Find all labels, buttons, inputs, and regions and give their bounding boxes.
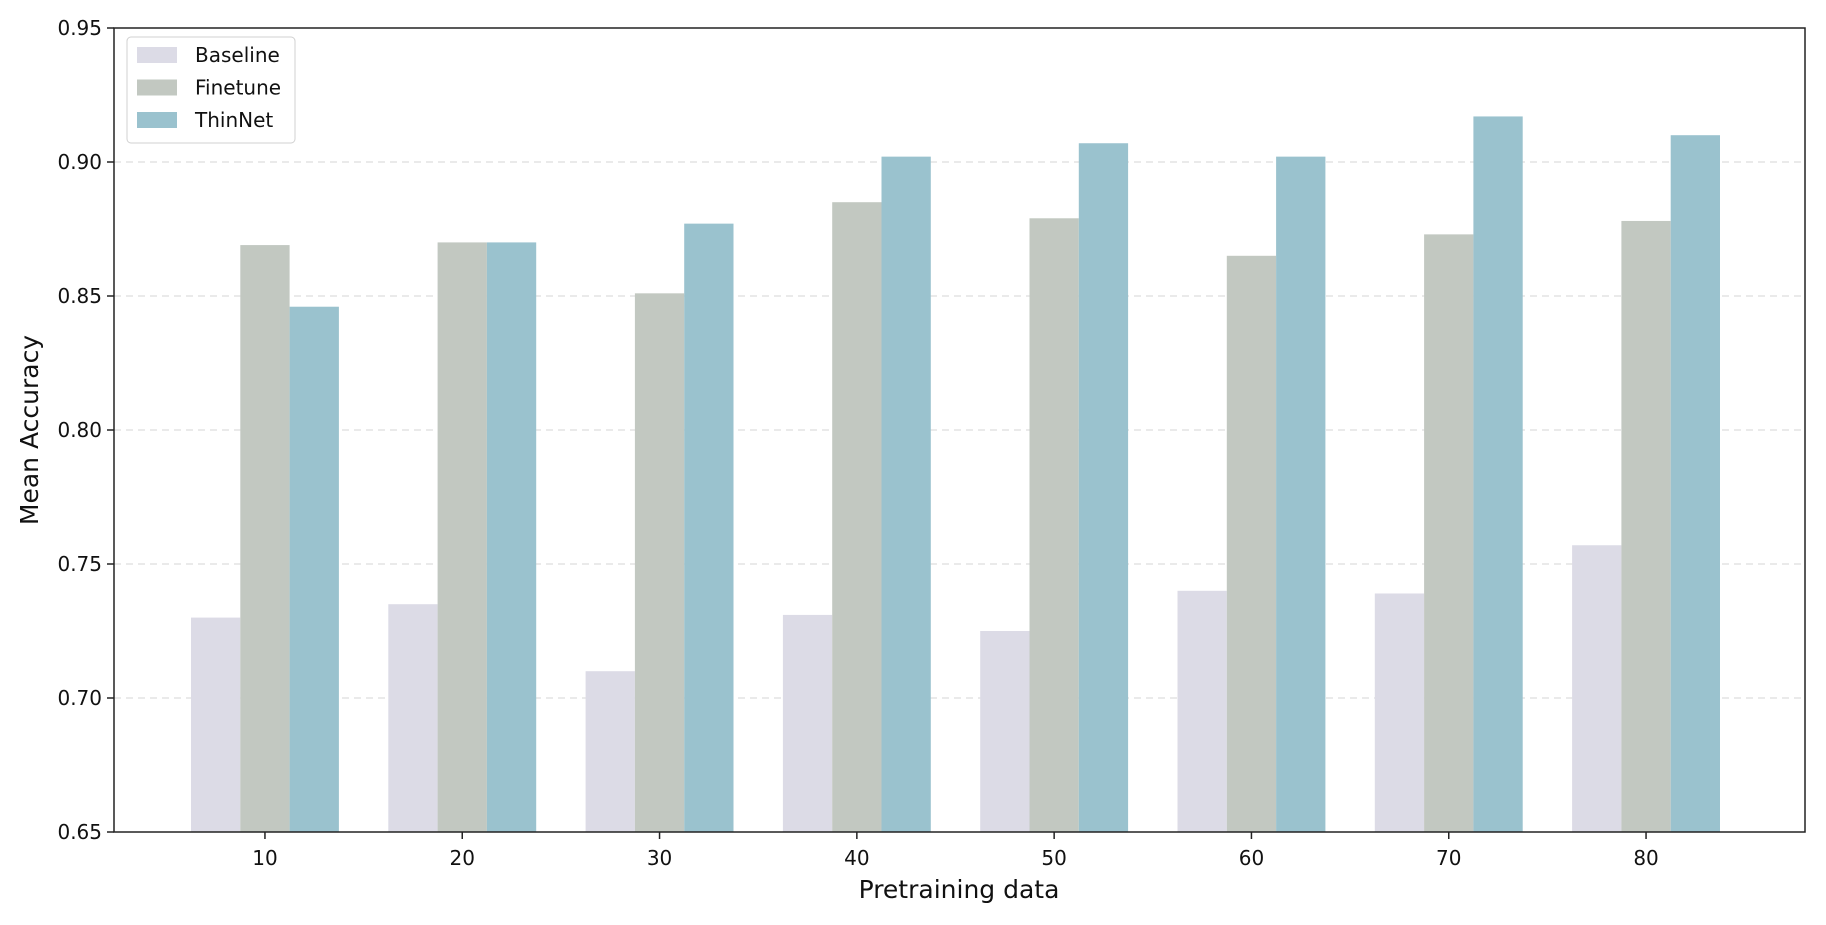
legend-swatch-thinnet xyxy=(137,112,177,128)
bar-thinnet xyxy=(289,306,339,833)
bar-finetune xyxy=(240,245,290,832)
grid-lines xyxy=(114,161,1805,699)
legend-label-finetune: Finetune xyxy=(195,76,281,100)
bar-baseline xyxy=(585,671,635,832)
bar-thinnet xyxy=(486,242,537,832)
bar-thinnet xyxy=(881,156,931,832)
x-axis: 10 20 30 40 50 60 70 80 xyxy=(252,832,1659,870)
bar-thinnet xyxy=(1670,135,1720,832)
x-tick-label: 10 xyxy=(252,846,277,870)
legend-label-thinnet: ThinNet xyxy=(194,108,273,132)
bar-finetune xyxy=(1424,234,1474,833)
y-axis-title: Mean Accuracy xyxy=(15,335,44,525)
x-tick-label: 40 xyxy=(844,846,869,870)
bar-baseline xyxy=(1374,593,1425,832)
y-tick-label: 0.65 xyxy=(57,820,102,844)
bar-baseline xyxy=(1572,545,1622,832)
legend: Baseline Finetune ThinNet xyxy=(126,36,296,144)
x-tick-label: 50 xyxy=(1041,846,1066,870)
x-tick-label: 70 xyxy=(1436,846,1461,870)
y-axis: 0.65 0.70 0.75 0.80 0.85 0.90 0.95 xyxy=(57,16,114,844)
bar-baseline xyxy=(782,614,833,832)
legend-swatch-finetune xyxy=(137,79,177,96)
bar-finetune xyxy=(1029,218,1079,832)
bar-baseline xyxy=(980,631,1030,832)
legend-swatch-baseline xyxy=(137,47,177,63)
y-tick-label: 0.75 xyxy=(57,552,102,576)
bar-finetune xyxy=(1621,220,1671,832)
x-tick-label: 60 xyxy=(1239,846,1264,870)
x-axis-title: Pretraining data xyxy=(859,875,1060,904)
bar-finetune xyxy=(634,293,685,832)
bar-finetune xyxy=(1226,255,1277,833)
x-tick-label: 20 xyxy=(450,846,475,870)
y-tick-label: 0.90 xyxy=(57,150,102,174)
bar-baseline xyxy=(191,617,241,832)
x-tick-label: 80 xyxy=(1633,846,1658,870)
bars xyxy=(191,116,1720,833)
bar-finetune xyxy=(437,242,487,832)
x-tick-label: 30 xyxy=(647,846,672,870)
bar-baseline xyxy=(1177,590,1227,832)
bar-thinnet xyxy=(1276,156,1326,832)
y-tick-label: 0.95 xyxy=(57,16,102,40)
y-tick-label: 0.70 xyxy=(57,686,102,710)
bar-baseline xyxy=(388,604,438,832)
bar-finetune xyxy=(832,202,882,832)
legend-label-baseline: Baseline xyxy=(195,43,280,67)
y-tick-label: 0.80 xyxy=(57,418,102,442)
bar-thinnet xyxy=(1078,143,1129,833)
bar-thinnet xyxy=(1473,116,1523,832)
y-tick-label: 0.85 xyxy=(57,284,102,308)
bar-thinnet xyxy=(684,223,734,832)
